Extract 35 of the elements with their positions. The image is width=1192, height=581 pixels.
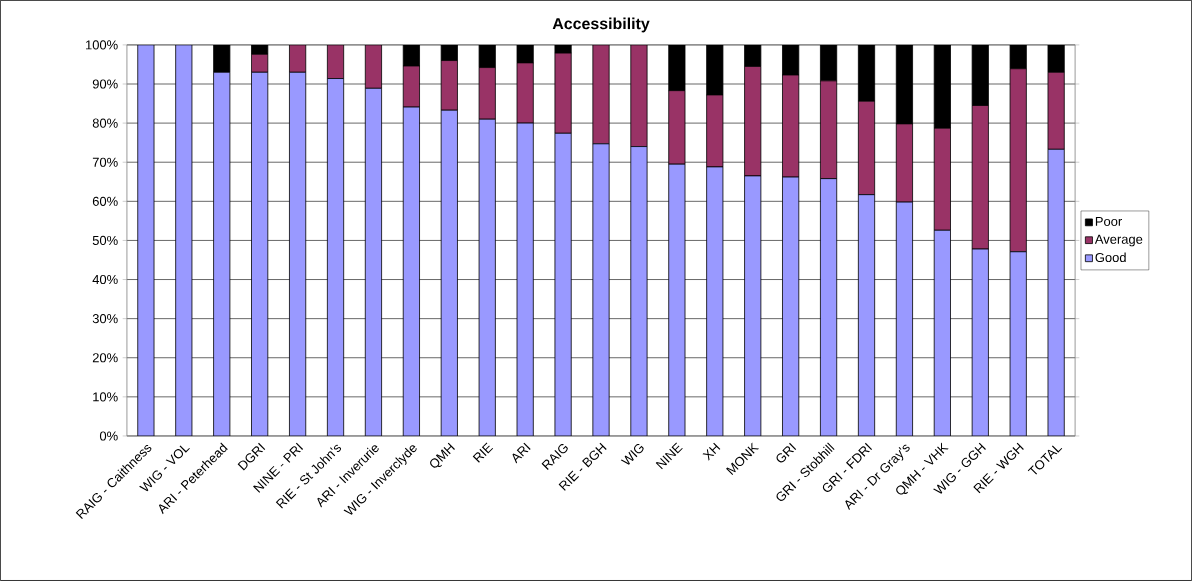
legend-label: Good bbox=[1095, 252, 1126, 263]
y-tick-label: 90% bbox=[92, 79, 118, 89]
x-tick-label: XH bbox=[702, 442, 721, 461]
bar bbox=[933, 127, 951, 231]
bar bbox=[971, 105, 989, 250]
bar bbox=[706, 94, 724, 168]
y-tick-label: 30% bbox=[92, 314, 118, 324]
x-tick-label: WIG bbox=[620, 444, 644, 465]
bar bbox=[782, 74, 800, 178]
bar bbox=[478, 67, 496, 120]
bar bbox=[744, 66, 762, 177]
x-tick-label: RIE bbox=[472, 442, 494, 463]
y-tick-label: 10% bbox=[93, 392, 118, 402]
legend-label: Poor bbox=[1095, 216, 1122, 227]
y-tick-label: 40% bbox=[92, 274, 118, 285]
y-tick-label: 20% bbox=[92, 353, 118, 363]
y-tick-label: 60% bbox=[92, 196, 118, 206]
chart-title: Accessibility bbox=[552, 17, 650, 33]
y-tick-label: 100% bbox=[86, 40, 118, 50]
y-tick-label: 70% bbox=[92, 157, 118, 167]
bar bbox=[630, 44, 648, 148]
legend-label: Average bbox=[1094, 234, 1143, 247]
bar bbox=[1009, 68, 1027, 253]
x-tick-label: ARI bbox=[512, 442, 531, 464]
bar bbox=[592, 44, 610, 145]
y-tick-label: 80% bbox=[92, 118, 118, 128]
bar bbox=[820, 80, 838, 180]
x-tick-label: GRI bbox=[776, 442, 797, 463]
y-tick-label: 0% bbox=[99, 431, 118, 441]
bar bbox=[857, 100, 876, 196]
bar bbox=[668, 90, 686, 165]
y-tick-label: 50% bbox=[92, 235, 118, 246]
bar bbox=[1047, 71, 1065, 150]
bar bbox=[440, 60, 458, 111]
bar bbox=[554, 52, 572, 134]
